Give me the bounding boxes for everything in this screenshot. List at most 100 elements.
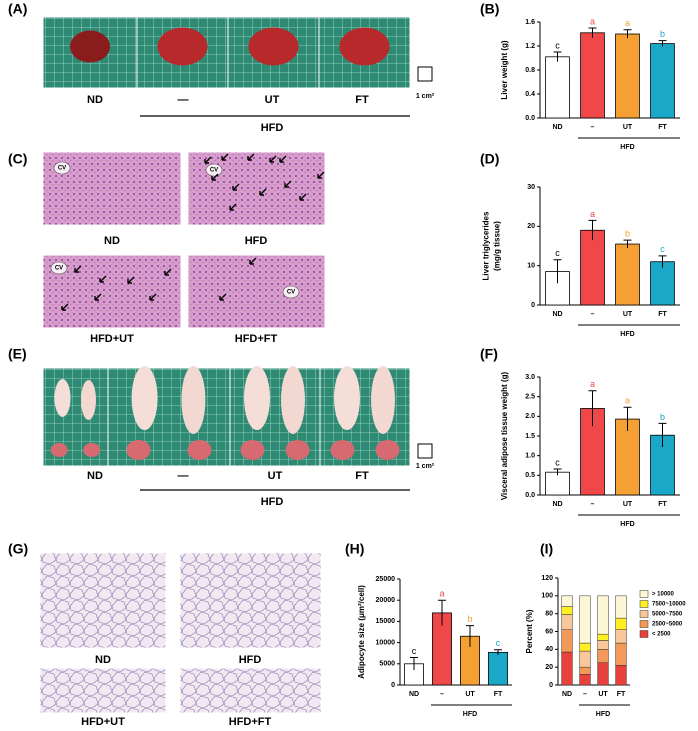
legend-swatch <box>639 600 649 608</box>
bar-segment <box>597 595 609 635</box>
fat-pad <box>375 440 400 460</box>
legend-swatch <box>639 620 649 628</box>
caption: ND <box>95 654 111 666</box>
arrow <box>299 193 307 201</box>
vein <box>53 161 71 175</box>
bar-segment <box>615 629 627 644</box>
panel-label: (I) <box>540 541 553 557</box>
y-tick-label: 60 <box>545 628 553 635</box>
bar <box>615 33 640 119</box>
caption: FT <box>355 470 369 482</box>
liver <box>157 27 208 66</box>
x-tick-label: ND <box>552 501 562 508</box>
x-tick-label: UT <box>465 691 475 698</box>
x-tick-label: – <box>591 501 595 508</box>
y-tick-label: 30 <box>527 184 535 191</box>
bar <box>615 243 640 306</box>
caption: — <box>178 94 189 106</box>
fat-pad <box>285 440 310 460</box>
fat-pad <box>181 366 206 434</box>
bar-segment <box>597 649 609 663</box>
fat-pad <box>244 366 270 430</box>
panel-label: (E) <box>8 346 27 362</box>
x-tick-label: UT <box>623 501 633 508</box>
y-tick-label: 0.4 <box>525 91 535 98</box>
y-axis-label: Adipocyte size (μm²/cell) <box>357 585 366 679</box>
arrow <box>221 153 229 161</box>
group-label: HFD <box>620 144 634 151</box>
fat-pad <box>334 366 360 430</box>
bar-segment <box>615 665 627 686</box>
significance-letter: b <box>625 228 630 238</box>
fat-pad <box>83 443 101 457</box>
bar <box>545 56 570 119</box>
fat-pad <box>126 440 151 460</box>
caption: FT <box>355 94 369 106</box>
fat-pad <box>54 379 71 417</box>
error-bar <box>588 390 597 427</box>
y-tick-label: 2.5 <box>525 394 535 401</box>
arrow <box>317 171 325 179</box>
y-tick-label: 25000 <box>376 576 396 583</box>
legend-label: < 2500 <box>652 632 671 638</box>
error-bar <box>588 27 597 38</box>
fat-pad <box>371 366 395 434</box>
significance-letter: c <box>660 244 665 254</box>
y-tick-label: 15000 <box>376 618 396 625</box>
bar-segment <box>579 666 591 675</box>
error-bar <box>658 40 667 47</box>
error-bar <box>466 625 474 647</box>
group-label: HFD <box>463 711 477 718</box>
panel-label: (C) <box>8 151 27 167</box>
scale-label: 1 cm² <box>416 463 435 470</box>
y-axis-label: Percent (%) <box>525 609 534 653</box>
bar-segment <box>615 617 627 630</box>
scale-box <box>417 66 433 82</box>
y-tick-label: 80 <box>545 611 553 618</box>
arrow <box>94 293 102 301</box>
y-tick-label: 20000 <box>376 597 396 604</box>
significance-letter: a <box>439 589 444 599</box>
arrow <box>219 293 227 301</box>
liver <box>248 27 299 66</box>
caption: UT <box>265 94 280 106</box>
arrow <box>211 173 219 181</box>
x-tick-label: FT <box>617 691 626 698</box>
bar <box>580 32 605 119</box>
bar-segment <box>561 614 573 630</box>
bar-segment <box>579 650 591 668</box>
y-tick-label: 40 <box>545 646 553 653</box>
significance-letter: c <box>496 638 501 648</box>
arrow <box>284 180 292 188</box>
group-label: HFD <box>261 496 284 508</box>
error-bar <box>623 239 632 248</box>
vein-label: CV <box>58 166 66 172</box>
panel-label: (H) <box>345 541 364 557</box>
photo <box>179 552 322 649</box>
x-tick-label: – <box>591 311 595 318</box>
arrow <box>149 293 157 301</box>
caption: HFD+FT <box>229 716 272 728</box>
x-tick-label: ND <box>552 124 562 131</box>
group-label: HFD <box>620 521 634 528</box>
scale-box <box>417 443 433 459</box>
vein <box>282 285 300 299</box>
significance-letter: a <box>625 396 630 406</box>
vein-label: CV <box>210 168 218 174</box>
vein-label: CV <box>287 290 295 296</box>
photo <box>107 367 231 467</box>
y-tick-label: 0 <box>549 682 553 689</box>
fat-pad <box>131 366 158 430</box>
error-bar <box>410 656 418 671</box>
y-tick-label: 10000 <box>376 639 396 646</box>
x-tick-label: FT <box>658 501 667 508</box>
significance-letter: b <box>660 412 665 422</box>
error-bar <box>438 599 446 626</box>
x-tick-label: – <box>440 691 444 698</box>
panel-label: (B) <box>480 1 499 17</box>
y-tick-label: 0.5 <box>525 472 535 479</box>
arrow <box>74 265 82 273</box>
significance-letter: c <box>555 248 560 258</box>
y-tick-label: 100 <box>541 593 553 600</box>
